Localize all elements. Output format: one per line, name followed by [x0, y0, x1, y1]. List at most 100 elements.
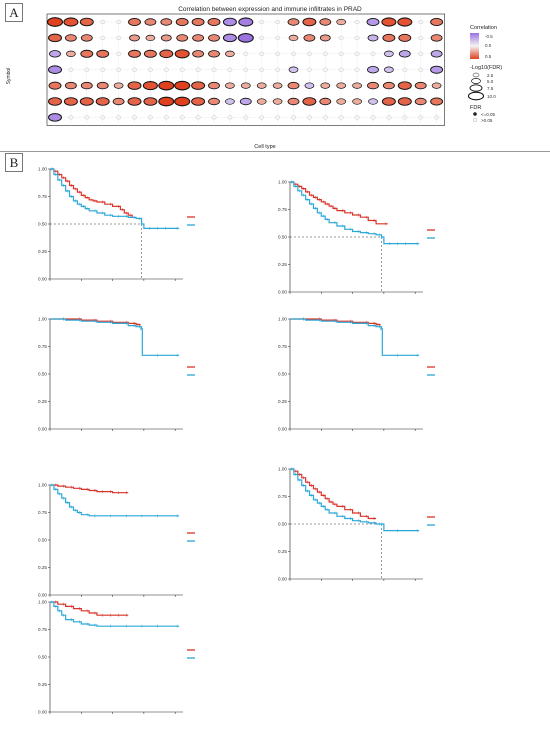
correlation-dot: [112, 97, 125, 106]
correlation-dot: [243, 115, 249, 120]
size-key: [467, 91, 485, 101]
correlation-dot: [306, 67, 312, 72]
correlation-dot: [48, 97, 62, 106]
correlation-dot: [175, 18, 189, 26]
correlation-dot: [338, 115, 344, 120]
survival-curve: [50, 168, 180, 229]
y-tick-label: 0.25: [278, 399, 287, 404]
size-tick: 5.0: [487, 79, 494, 84]
correlation-dot: [100, 115, 106, 120]
correlation-dot: [116, 20, 122, 25]
correlation-dot: [397, 97, 412, 106]
correlation-dot: [306, 115, 312, 120]
correlation-dot: [384, 66, 394, 73]
correlation-dot: [367, 34, 379, 42]
y-tick-label: 0.75: [38, 510, 47, 515]
correlation-dot: [272, 82, 283, 89]
correlation-dot: [259, 35, 265, 40]
heatmap-xlabel: Cell type: [254, 144, 275, 150]
size-key: [469, 84, 483, 92]
correlation-dot: [243, 51, 249, 56]
correlation-dot: [132, 115, 137, 120]
correlation-dot: [402, 67, 408, 72]
correlation-dot: [431, 82, 442, 89]
correlation-dot: [354, 35, 360, 40]
survival-curve: [50, 601, 180, 627]
y-tick-label: 0.75: [278, 494, 287, 499]
correlation-dot: [147, 115, 153, 120]
correlation-dot: [63, 17, 79, 27]
correlation-dot: [382, 81, 395, 90]
correlation-dot: [336, 82, 347, 89]
correlation-dot: [275, 115, 280, 120]
correlation-dot: [287, 81, 300, 90]
correlation-tick: 0.0: [485, 43, 492, 48]
correlation-dot: [48, 113, 62, 122]
correlation-dot: [259, 115, 265, 120]
correlation-dot: [160, 18, 173, 26]
size-tick: 10.0: [487, 94, 496, 99]
correlation-dot: [259, 51, 265, 56]
correlation-dot: [240, 82, 251, 89]
correlation-dot: [127, 97, 142, 106]
y-tick-label: 1.00: [38, 167, 47, 172]
correlation-dot: [352, 82, 362, 89]
y-tick-label: 0.00: [278, 427, 287, 432]
correlation-dot: [354, 20, 360, 25]
correlation-dot: [367, 65, 379, 74]
correlation-dot: [208, 97, 220, 106]
correlation-dot: [381, 97, 396, 106]
correlation-dot: [354, 115, 360, 120]
correlation-dot: [48, 81, 62, 90]
size-key: [472, 72, 480, 78]
correlation-dot: [320, 82, 331, 89]
correlation-dot: [398, 33, 412, 42]
correlation-dot: [179, 67, 185, 72]
fdr-key-nonsignificant: [472, 117, 478, 123]
y-tick-label: 0.00: [38, 277, 47, 282]
legend-fdr-title: FDR: [470, 105, 481, 111]
correlation-dot: [95, 97, 110, 106]
y-tick-label: 1.00: [278, 180, 287, 185]
correlation-dot: [225, 82, 235, 89]
correlation-dot: [68, 115, 74, 120]
correlation-dot: [306, 51, 312, 56]
correlation-dot: [80, 34, 93, 42]
correlation-dot: [256, 98, 267, 105]
correlation-dot: [113, 82, 124, 89]
correlation-dot: [397, 81, 412, 90]
correlation-dot: [68, 67, 74, 72]
correlation-dot: [192, 50, 205, 58]
y-tick-label: 0.75: [38, 627, 47, 632]
correlation-dot: [418, 51, 424, 56]
correlation-dot: [79, 17, 94, 27]
heatmap-legend: Correlation -0.5 0.0 0.5 -Log10(FDR) 2.5…: [467, 25, 502, 123]
correlation-dot: [174, 49, 190, 59]
panel-b-label: B: [5, 153, 23, 172]
correlation-dot: [211, 115, 217, 120]
correlation-dot: [238, 17, 254, 27]
size-key: [471, 78, 481, 84]
y-tick-label: 0.75: [278, 344, 287, 349]
survival-curve: [50, 484, 129, 494]
survival-curve: [290, 181, 420, 245]
correlation-dot: [195, 115, 201, 120]
y-tick-label: 0.75: [38, 194, 47, 199]
correlation-colorbar: [470, 33, 479, 59]
correlation-dot: [381, 17, 397, 27]
correlation-dot: [100, 20, 106, 25]
correlation-dot: [302, 17, 317, 27]
y-tick-label: 0.75: [278, 207, 287, 212]
correlation-dot: [368, 98, 378, 105]
correlation-dot: [116, 51, 122, 56]
correlation-dot: [191, 81, 206, 90]
correlation-dot: [143, 97, 158, 106]
correlation-dot: [129, 34, 140, 42]
survival-curve: [50, 601, 129, 616]
correlation-dot: [66, 50, 76, 57]
survival-curve: [290, 468, 377, 520]
km-plot: 0.00 0.25 0.50 0.75 1.00: [278, 317, 435, 432]
correlation-dot: [319, 34, 331, 42]
correlation-dot: [127, 81, 142, 90]
correlation-dot: [191, 18, 205, 26]
